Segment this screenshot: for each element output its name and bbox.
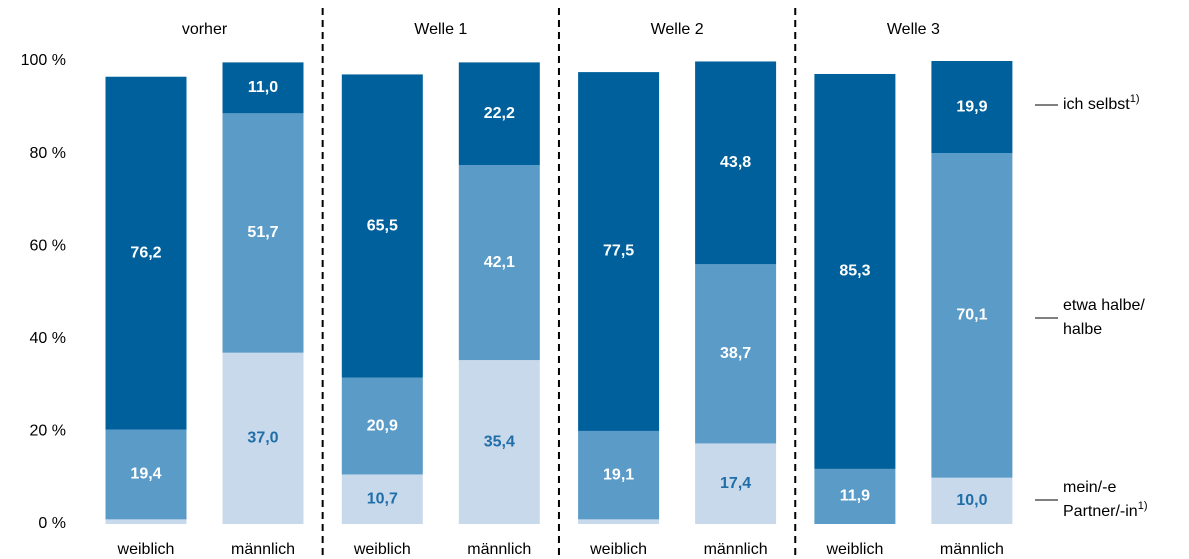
x-tick-label: männlich	[467, 541, 531, 558]
y-tick-label: 60 %	[30, 237, 66, 254]
x-tick-label: männlich	[704, 541, 768, 558]
data-label: 43,8	[720, 154, 751, 171]
data-label: 22,2	[484, 105, 515, 122]
legend-line-text: Partner/-in	[1063, 503, 1138, 520]
data-label: 11,0	[248, 79, 278, 96]
x-tick-label: weiblich	[589, 541, 647, 558]
legend-footnote: 1)	[1130, 93, 1140, 105]
data-label: 19,9	[956, 98, 987, 115]
data-label: 37,0	[247, 430, 278, 447]
data-label: 38,7	[720, 345, 751, 362]
y-tick-label: 80 %	[30, 145, 66, 162]
bar-segment	[931, 153, 1013, 478]
bar-segment	[695, 61, 777, 265]
y-tick-label: 0 %	[38, 515, 66, 532]
group-label: Welle 2	[651, 21, 704, 38]
legend-line-text: etwa halbe/	[1063, 297, 1145, 314]
legend-footnote: 1)	[1138, 500, 1148, 512]
bar-segment	[695, 264, 777, 444]
data-label: 19,4	[130, 466, 161, 483]
data-label: 65,5	[367, 217, 398, 234]
bar-segment	[105, 519, 187, 524]
group-label: vorher	[182, 21, 228, 38]
data-label: 85,3	[839, 263, 870, 280]
legend-label: etwa halbe/halbe	[1063, 297, 1145, 338]
legend-line-text: halbe	[1063, 321, 1102, 338]
bar-segment	[578, 72, 660, 431]
data-label: 51,7	[247, 224, 278, 241]
data-label: 76,2	[130, 244, 161, 261]
legend-label: ich selbst1)	[1063, 93, 1139, 113]
bar-segment	[341, 377, 423, 475]
data-label: 11,9	[840, 488, 870, 505]
bar-segment	[222, 352, 304, 524]
bar-segment	[458, 360, 540, 524]
y-tick-label: 40 %	[30, 330, 66, 347]
data-label: 42,1	[484, 254, 515, 271]
bar-segment	[931, 61, 1013, 154]
data-label: 77,5	[603, 243, 634, 260]
bar-segment	[341, 474, 423, 524]
group-label: Welle 3	[887, 21, 940, 38]
x-tick-label: männlich	[940, 541, 1004, 558]
x-tick-label: weiblich	[825, 541, 883, 558]
bar-segment	[222, 62, 304, 114]
data-label: 35,4	[484, 433, 515, 450]
data-label: 20,9	[367, 417, 398, 434]
data-label: 10,0	[956, 492, 987, 509]
y-tick-label: 20 %	[30, 423, 66, 440]
legend-line-text: mein/-e	[1063, 479, 1116, 496]
legend-label: mein/-e Partner/-in1)	[1063, 479, 1147, 520]
bar-segment	[695, 443, 777, 524]
group-label: Welle 1	[414, 21, 467, 38]
y-tick-label: 100 %	[21, 52, 66, 69]
data-label: 70,1	[956, 307, 987, 324]
bar-segment	[105, 76, 187, 430]
bar-segment	[105, 429, 187, 520]
bar-segment	[458, 62, 540, 166]
x-tick-label: männlich	[231, 541, 295, 558]
bar-segment	[931, 477, 1013, 524]
x-tick-label: weiblich	[117, 541, 175, 558]
bar-segment	[458, 165, 540, 361]
bar-segment	[814, 73, 896, 469]
bar-segment	[341, 74, 423, 378]
bar-segment	[814, 468, 896, 524]
bar-segment	[578, 519, 660, 524]
bar-segment	[222, 113, 304, 353]
legend-line-text: ich selbst	[1063, 96, 1130, 113]
data-label: 19,1	[603, 466, 634, 483]
data-label: 10,7	[367, 490, 398, 507]
bar-segment	[578, 430, 660, 520]
data-label: 17,4	[720, 475, 751, 492]
x-tick-label: weiblich	[353, 541, 411, 558]
